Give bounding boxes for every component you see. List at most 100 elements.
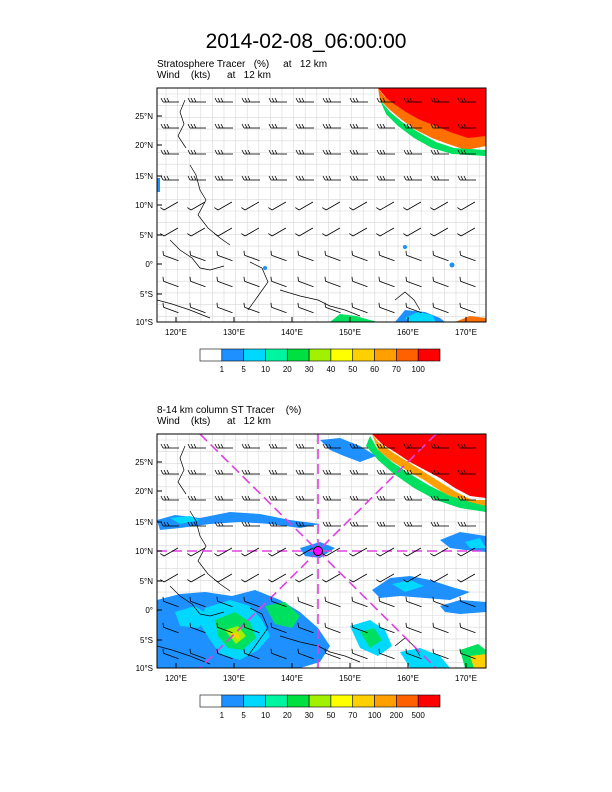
wind-barb — [376, 149, 395, 155]
wind-barb — [243, 622, 260, 634]
wind-barb — [268, 175, 287, 181]
colorbar-swatch — [330, 694, 354, 708]
wind-barb — [270, 622, 287, 634]
wind-barb — [268, 97, 287, 103]
wind-barb — [162, 250, 179, 262]
wind-barb — [457, 521, 476, 527]
wind-barb — [295, 495, 314, 501]
wind-barb — [160, 573, 179, 583]
wind-barb — [216, 250, 233, 262]
wind-barb — [241, 573, 260, 583]
lon-tick-label: 150°E — [339, 328, 361, 337]
wind-barb — [187, 227, 206, 237]
wind-barb — [349, 443, 368, 449]
colorbar-label: 1 — [220, 365, 225, 374]
panel2-subtitle-2: Wind (kts) at 12 km — [157, 416, 271, 427]
colorbar-swatch — [243, 694, 266, 708]
lat-tick-label: 10°S — [136, 664, 153, 673]
lon-tick-label: 140°E — [281, 674, 303, 683]
lat-tick-label: 15°N — [135, 172, 153, 181]
wind-barb — [403, 175, 422, 181]
wind-barb — [162, 648, 179, 660]
wind-barb — [295, 97, 314, 103]
wind-barb — [378, 622, 395, 634]
lon-tick-label: 160°E — [397, 674, 419, 683]
wind-barb — [241, 201, 260, 211]
wind-barb — [432, 276, 449, 288]
colorbar-swatch — [199, 694, 223, 708]
panel1-subtitle-2: Wind (kts) at 12 km — [157, 70, 271, 81]
colorbar-swatch — [374, 348, 397, 362]
wind-barb — [322, 495, 341, 501]
wind-barb — [160, 97, 179, 103]
wind-barb — [270, 302, 287, 314]
wind-barb — [270, 276, 287, 288]
colorbar-swatch — [265, 348, 288, 362]
wind-barb — [322, 201, 341, 211]
wind-barb — [189, 648, 206, 660]
wind-barb — [376, 227, 395, 237]
colorbar-label: 20 — [283, 711, 292, 720]
wind-barb — [160, 469, 179, 475]
colorbar-label: 10 — [261, 365, 270, 374]
wind-barb — [241, 443, 260, 449]
wind-barb — [295, 521, 314, 527]
wind-barb — [351, 596, 368, 608]
colorbar-label: 70 — [348, 711, 357, 720]
colorbar-swatch — [396, 348, 419, 362]
wind-barb — [322, 149, 341, 155]
wind-barb — [297, 648, 314, 660]
wind-barb — [457, 495, 476, 501]
center-marker — [313, 546, 323, 556]
wind-barb — [403, 547, 422, 557]
colorbar-swatch — [243, 348, 266, 362]
wind-barb — [160, 123, 179, 129]
colorbar-label: 50 — [326, 711, 335, 720]
wind-barb — [324, 596, 341, 608]
colorbar-swatch — [286, 348, 310, 362]
wind-barb — [322, 521, 341, 527]
lon-tick-label: 120°E — [165, 674, 187, 683]
colorbar-label: 100 — [412, 365, 426, 374]
wind-barb — [378, 276, 395, 288]
wind-barb — [187, 149, 206, 155]
wind-barb — [351, 250, 368, 262]
wind-barb — [457, 201, 476, 211]
wind-barb — [376, 443, 395, 449]
colorbar-swatch — [352, 694, 375, 708]
panel2-subtitle-1: 8-14 km column ST Tracer (%) — [157, 405, 302, 416]
panel1-subtitle-1: Stratosphere Tracer (%) at 12 km — [157, 59, 328, 70]
colorbar-column-tracer: 1 5 10 20 30 50 70 100 200 500 — [199, 694, 441, 720]
lon-tick-label: 170°E — [455, 674, 477, 683]
wind-barb — [430, 201, 449, 211]
wind-barb — [160, 547, 179, 557]
page-title: 2014-02-08_06:00:00 — [205, 30, 407, 53]
lat-tick-label: 10°N — [135, 547, 153, 556]
wind-barb — [187, 175, 206, 181]
wind-barb — [322, 97, 341, 103]
wind-barb — [349, 149, 368, 155]
colorbar-swatch — [417, 694, 441, 708]
wind-barb — [430, 175, 449, 181]
wind-barb — [432, 622, 449, 634]
wind-barb — [349, 97, 368, 103]
wind-barb — [324, 648, 341, 660]
wind-barb — [295, 227, 314, 237]
wind-barb — [349, 123, 368, 129]
wind-barb — [214, 149, 233, 155]
colorbar-label: 500 — [412, 711, 426, 720]
wind-barb — [214, 97, 233, 103]
wind-barb — [297, 276, 314, 288]
lat-tick-label: 25°N — [135, 458, 153, 467]
lat-tick-label: 5°S — [140, 636, 153, 645]
wind-barb — [216, 596, 233, 608]
wind-barb — [430, 573, 449, 583]
colorbar-label: 1 — [220, 711, 225, 720]
wind-barb — [351, 648, 368, 660]
wind-barb — [405, 622, 422, 634]
colorbar-swatch — [417, 348, 441, 362]
wind-barb — [322, 123, 341, 129]
wind-barb — [459, 302, 476, 314]
wind-barb — [297, 302, 314, 314]
